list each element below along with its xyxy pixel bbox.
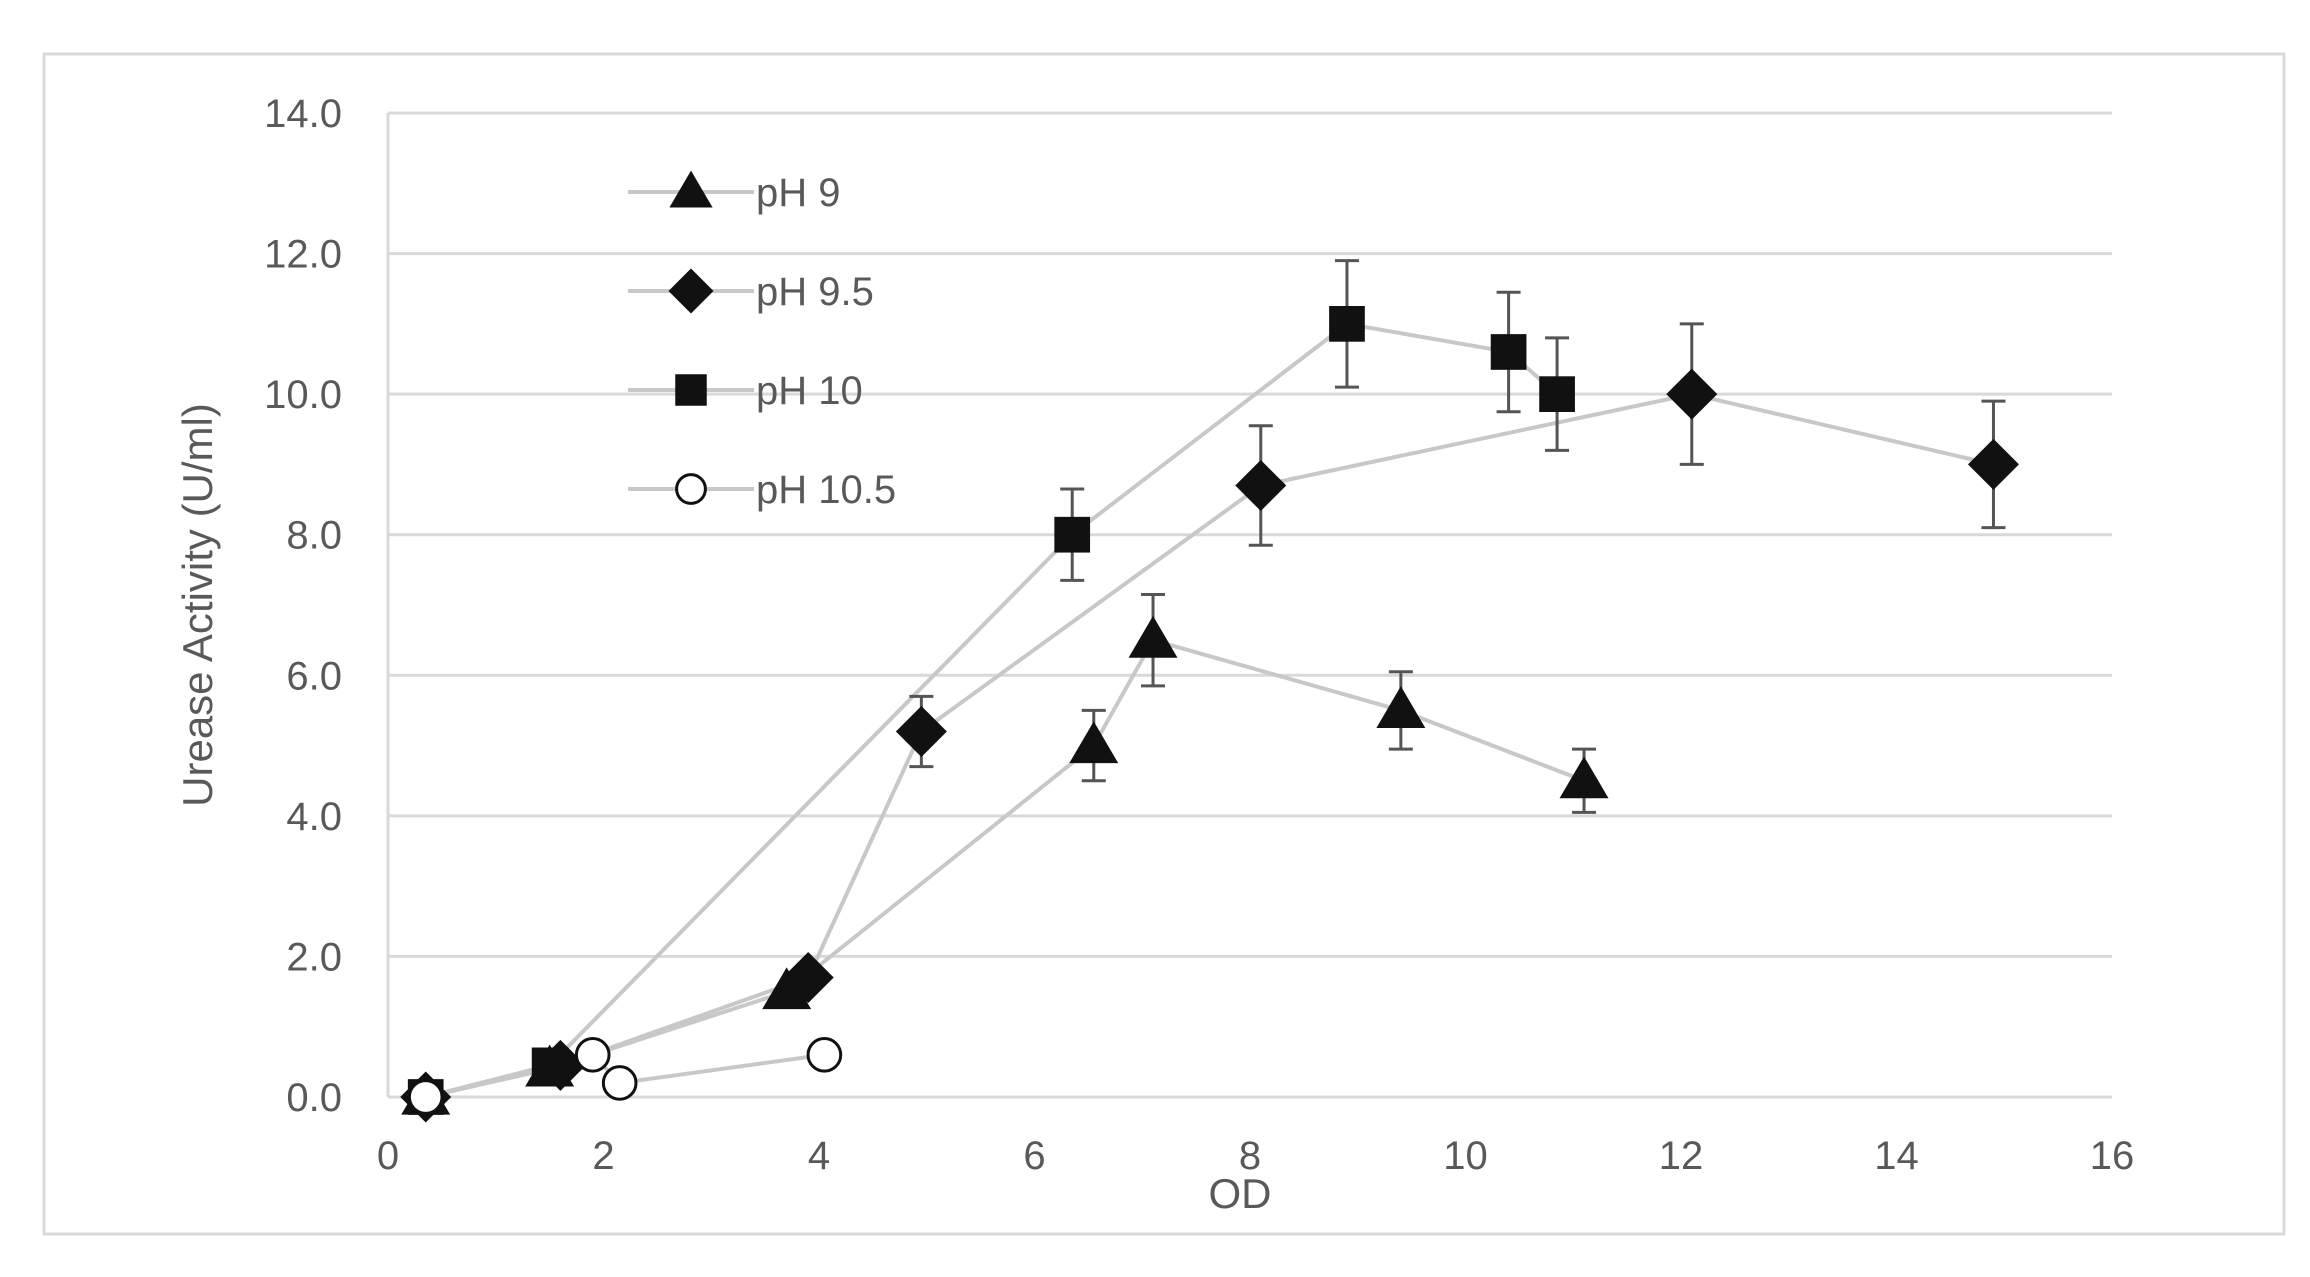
data-point-diamond (782, 952, 834, 1004)
data-point-triangle (762, 967, 812, 1010)
data-point-square (1490, 334, 1527, 370)
legend-label: pH 9.5 (756, 270, 874, 314)
data-point-diamond (895, 706, 947, 758)
legend-marker-triangle (669, 170, 713, 208)
data-point-square (1329, 306, 1365, 342)
legend-marker-circle-open (675, 473, 707, 505)
data-point-diamond (1967, 438, 2019, 490)
legend-label: pH 9 (756, 171, 841, 215)
data-point-square (531, 1047, 568, 1084)
data-point-triangle (1128, 615, 1178, 658)
y-tick-label: 12.0 (264, 233, 342, 277)
x-tick-label: 12 (1659, 1134, 1704, 1178)
data-point-triangle (1376, 686, 1426, 729)
y-tick-label: 8.0 (286, 514, 342, 558)
x-tick-label: 2 (592, 1134, 614, 1178)
data-point-circle-open (806, 1037, 843, 1073)
series-line-circle-open (425, 1052, 825, 1099)
data-point-circle-open (407, 1079, 444, 1115)
legend-label: pH 10.5 (756, 468, 896, 512)
x-tick-label: 4 (808, 1134, 830, 1178)
data-point-triangle (1559, 756, 1609, 799)
series-markers (400, 306, 2019, 1123)
x-tick-label: 10 (1443, 1134, 1488, 1178)
axis-layer: 0.0 2.0 4.0 6.0 8.0 10.0 12.0 14.0 0 2 4 6 8 10 12 14 16 (264, 92, 2134, 1178)
y-tick-label: 2.0 (286, 935, 342, 979)
legend-item: pH 9 (628, 170, 841, 215)
legend-marker-square (675, 374, 707, 406)
data-point-diamond (1666, 368, 1718, 420)
legend-item: pH 10.5 (628, 468, 896, 512)
x-tick-label: 0 (377, 1134, 399, 1178)
data-point-diamond (1235, 460, 1287, 512)
x-tick-label: 14 (1874, 1134, 1919, 1178)
x-tick-label: 16 (2090, 1134, 2135, 1178)
x-tick-label: 8 (1239, 1134, 1261, 1178)
legend: pH 9 pH 9.5 pH 10 pH 10.5 (628, 170, 896, 512)
data-point-circle-open (574, 1037, 611, 1073)
y-tick-label: 4.0 (286, 795, 342, 839)
data-point-circle-open (601, 1065, 638, 1101)
data-point-square (1539, 376, 1575, 412)
legend-item: pH 9.5 (628, 268, 874, 314)
y-tick-label: 6.0 (286, 654, 342, 698)
legend-label: pH 10 (756, 369, 863, 413)
legend-item: pH 10 (628, 369, 863, 413)
y-axis-label: Urease Activity (U/ml) (174, 403, 221, 807)
data-point-triangle (1069, 721, 1119, 764)
y-tick-label: 14.0 (264, 92, 342, 136)
legend-marker-diamond (668, 268, 714, 314)
x-tick-label: 6 (1023, 1134, 1045, 1178)
x-axis-label: OD (1209, 1170, 1272, 1217)
data-point-square (1054, 516, 1091, 553)
series-layer (400, 259, 2019, 1123)
y-tick-label: 10.0 (264, 373, 342, 417)
y-tick-label: 0.0 (286, 1076, 342, 1120)
